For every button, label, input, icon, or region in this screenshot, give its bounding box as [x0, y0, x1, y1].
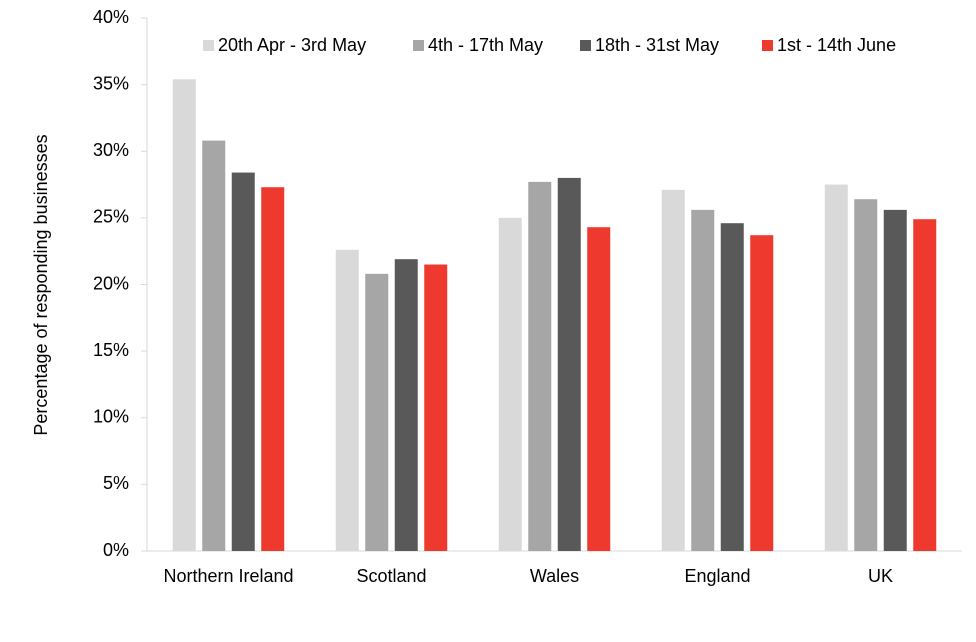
bar: [587, 227, 611, 551]
bar: [365, 273, 389, 551]
x-tick-label: Northern Ireland: [163, 566, 293, 586]
legend-label: 18th - 31st May: [595, 35, 719, 55]
bar: [854, 199, 878, 551]
bar: [557, 177, 581, 551]
legend-label: 20th Apr - 3rd May: [218, 35, 366, 55]
y-tick-label: 40%: [93, 7, 129, 27]
legend-label: 4th - 17th May: [428, 35, 543, 55]
x-tick-label: UK: [868, 566, 893, 586]
legend-swatch: [413, 40, 424, 51]
bar: [883, 209, 907, 551]
y-tick-label: 0%: [103, 540, 129, 560]
bar: [202, 140, 226, 551]
bar: [661, 189, 685, 551]
bar: [528, 181, 552, 551]
bar: [424, 264, 448, 551]
bar: [913, 219, 937, 551]
legend-swatch: [762, 40, 773, 51]
y-tick-label: 25%: [93, 207, 129, 227]
y-tick-label: 20%: [93, 273, 129, 293]
x-tick-label: England: [684, 566, 750, 586]
x-tick-label: Wales: [530, 566, 579, 586]
y-tick-label: 15%: [93, 340, 129, 360]
bar: [231, 172, 255, 551]
legend-label: 1st - 14th June: [777, 35, 896, 55]
legend-swatch: [580, 40, 591, 51]
bar: [691, 209, 715, 551]
bar: [824, 184, 848, 551]
y-tick-label: 30%: [93, 140, 129, 160]
x-tick-label: Scotland: [356, 566, 426, 586]
y-axis-label: Percentage of responding businesses: [31, 134, 51, 435]
bar: [498, 217, 522, 551]
bar: [261, 187, 285, 552]
bar: [750, 235, 774, 551]
bar: [720, 223, 744, 551]
y-tick-label: 5%: [103, 473, 129, 493]
y-tick-label: 35%: [93, 73, 129, 93]
bar: [335, 249, 359, 552]
bar: [172, 79, 196, 552]
legend-swatch: [203, 40, 214, 51]
y-tick-label: 10%: [93, 407, 129, 427]
bar: [394, 259, 418, 551]
